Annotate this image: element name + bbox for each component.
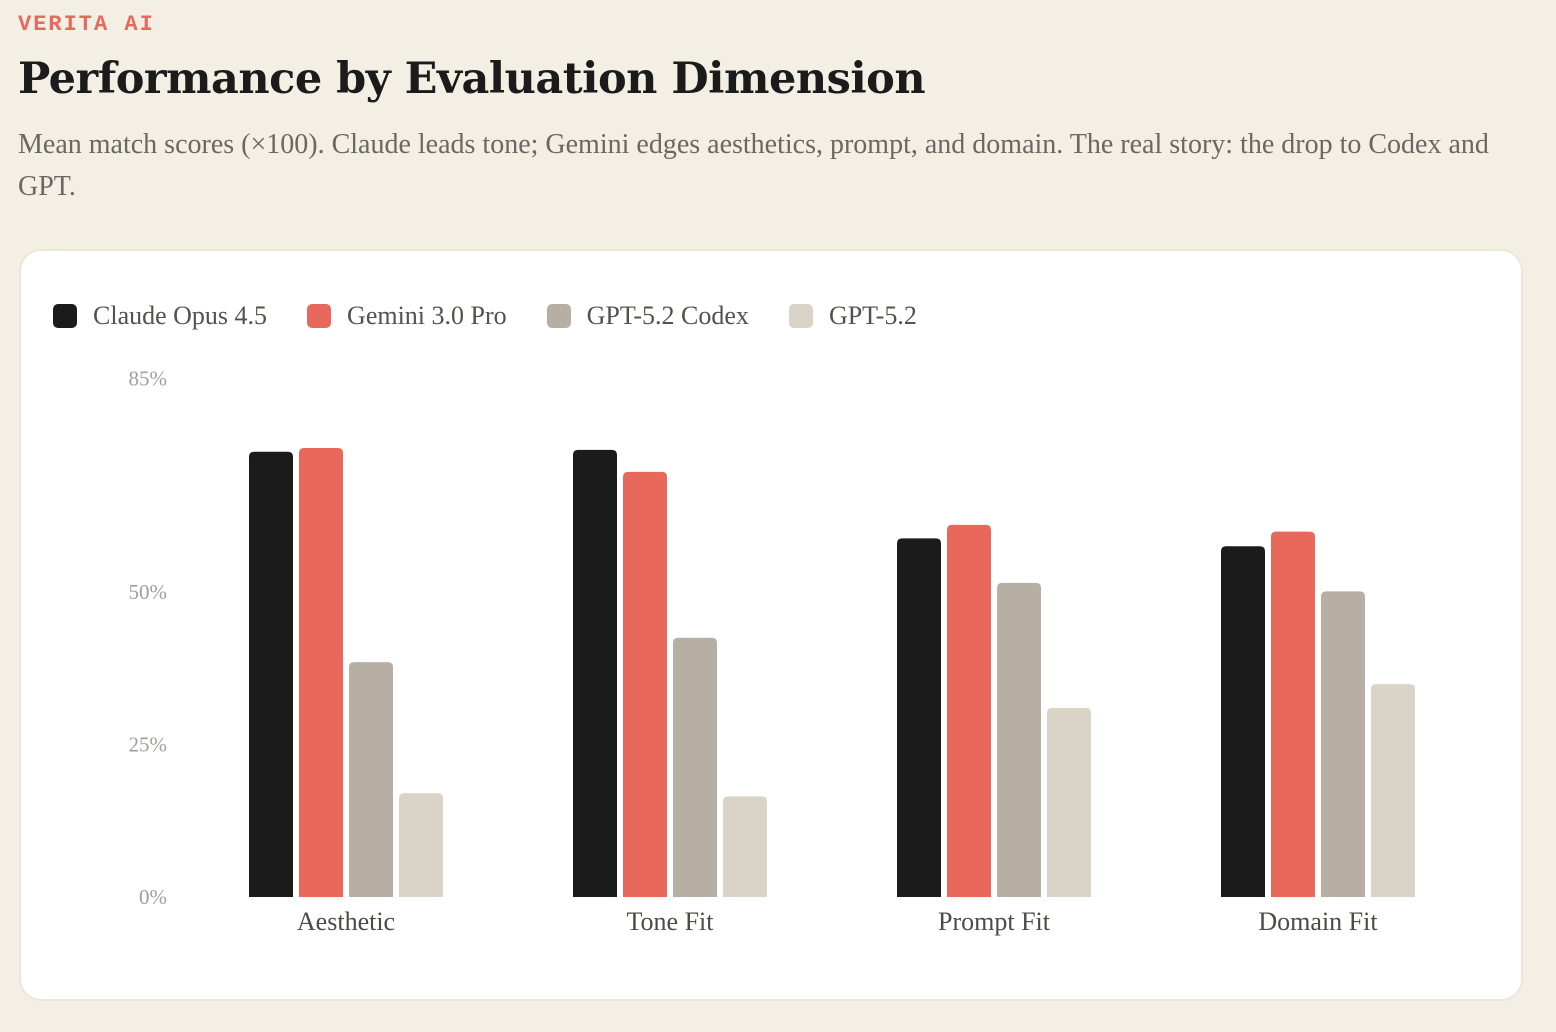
y-tick-label: 0% <box>139 885 167 909</box>
y-tick-label: 85% <box>129 367 168 391</box>
bar[interactable] <box>947 524 991 897</box>
legend-label: Claude Opus 4.5 <box>93 301 268 330</box>
legend-item-claude-opus[interactable]: Claude Opus 4.5 <box>53 301 267 331</box>
legend-item-gpt-codex[interactable]: GPT-5.2 Codex <box>546 301 749 331</box>
bar[interactable] <box>997 582 1041 897</box>
bar[interactable] <box>1371 684 1415 897</box>
bar-chart: 0% 25% 50% 85% Aesthetic Tone Fit Prompt Fit Do… <box>129 367 1415 936</box>
bar[interactable] <box>349 662 393 897</box>
page-subtitle: Mean match scores (×100). Claude leads t… <box>18 129 1489 202</box>
legend-swatch <box>53 304 77 328</box>
brand-label: VERITA AI <box>18 12 155 37</box>
legend-swatch <box>546 304 571 328</box>
bar[interactable] <box>723 796 767 897</box>
x-tick-label: Domain Fit <box>1258 907 1378 936</box>
bar[interactable] <box>249 451 293 897</box>
x-tick-label: Tone Fit <box>626 907 714 936</box>
bar[interactable] <box>1047 707 1091 897</box>
chart-legend: Claude Opus 4.5 Gemini 3.0 Pro GPT-5.2 C… <box>53 301 957 331</box>
legend-label: GPT-5.2 <box>828 301 917 330</box>
chart-card: Claude Opus 4.5 Gemini 3.0 Pro GPT-5.2 C… <box>19 249 1523 1001</box>
legend-label: GPT-5.2 Codex <box>586 301 749 330</box>
legend-swatch <box>788 304 813 328</box>
bar[interactable] <box>399 793 443 897</box>
page-title: Performance by Evaluation Dimension <box>18 54 926 104</box>
y-tick-label: 50% <box>129 580 168 604</box>
x-tick-label: Aesthetic <box>297 907 395 936</box>
bar[interactable] <box>1221 546 1265 897</box>
bar[interactable] <box>573 449 617 897</box>
bar[interactable] <box>299 448 343 897</box>
bar[interactable] <box>897 538 941 897</box>
y-tick-label: 25% <box>129 733 168 757</box>
legend-label: Gemini 3.0 Pro <box>347 301 507 330</box>
legend-item-gpt[interactable]: GPT-5.2 <box>788 301 917 331</box>
legend-item-gemini-pro[interactable]: Gemini 3.0 Pro <box>307 301 507 331</box>
legend-swatch <box>307 304 332 328</box>
bar[interactable] <box>623 471 667 897</box>
bar[interactable] <box>1321 591 1365 897</box>
x-tick-label: Prompt Fit <box>938 907 1051 936</box>
bar[interactable] <box>1271 531 1315 897</box>
bar[interactable] <box>673 637 717 897</box>
